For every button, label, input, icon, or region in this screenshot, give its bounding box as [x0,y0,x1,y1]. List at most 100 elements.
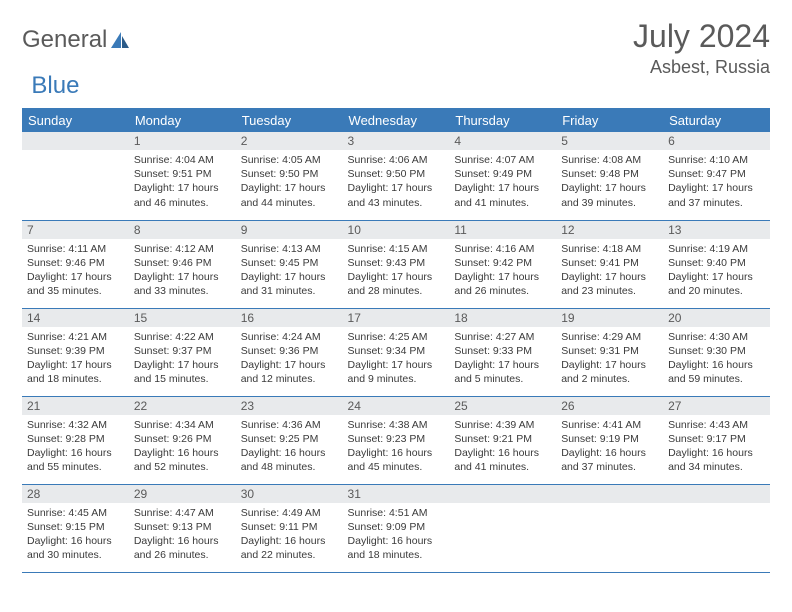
day-number: 19 [556,309,663,327]
brand-sail-icon [109,30,131,50]
day-details: Sunrise: 4:15 AMSunset: 9:43 PMDaylight:… [343,239,450,303]
day-number: 9 [236,221,343,239]
calendar-day-cell [449,484,556,572]
calendar-day-cell: 1Sunrise: 4:04 AMSunset: 9:51 PMDaylight… [129,132,236,220]
calendar-day-cell: 5Sunrise: 4:08 AMSunset: 9:48 PMDaylight… [556,132,663,220]
day-details: Sunrise: 4:11 AMSunset: 9:46 PMDaylight:… [22,239,129,303]
day-details: Sunrise: 4:06 AMSunset: 9:50 PMDaylight:… [343,150,450,214]
title-block: July 2024 Asbest, Russia [633,18,770,78]
day-number: 30 [236,485,343,503]
day-details: Sunrise: 4:47 AMSunset: 9:13 PMDaylight:… [129,503,236,567]
day-number [449,485,556,503]
calendar-week-row: 28Sunrise: 4:45 AMSunset: 9:15 PMDayligh… [22,484,770,572]
day-details: Sunrise: 4:34 AMSunset: 9:26 PMDaylight:… [129,415,236,479]
day-number: 29 [129,485,236,503]
day-details: Sunrise: 4:27 AMSunset: 9:33 PMDaylight:… [449,327,556,391]
day-number: 26 [556,397,663,415]
weekday-header-row: Sunday Monday Tuesday Wednesday Thursday… [22,108,770,132]
day-number: 24 [343,397,450,415]
day-number: 4 [449,132,556,150]
day-number: 21 [22,397,129,415]
brand-part1: General [22,26,107,54]
day-number: 1 [129,132,236,150]
calendar-day-cell: 6Sunrise: 4:10 AMSunset: 9:47 PMDaylight… [663,132,770,220]
day-details: Sunrise: 4:32 AMSunset: 9:28 PMDaylight:… [22,415,129,479]
day-number: 11 [449,221,556,239]
calendar-day-cell: 23Sunrise: 4:36 AMSunset: 9:25 PMDayligh… [236,396,343,484]
day-details: Sunrise: 4:39 AMSunset: 9:21 PMDaylight:… [449,415,556,479]
calendar-day-cell: 21Sunrise: 4:32 AMSunset: 9:28 PMDayligh… [22,396,129,484]
calendar-day-cell: 8Sunrise: 4:12 AMSunset: 9:46 PMDaylight… [129,220,236,308]
day-details: Sunrise: 4:07 AMSunset: 9:49 PMDaylight:… [449,150,556,214]
weekday-header: Saturday [663,108,770,132]
calendar-day-cell: 12Sunrise: 4:18 AMSunset: 9:41 PMDayligh… [556,220,663,308]
calendar-day-cell: 4Sunrise: 4:07 AMSunset: 9:49 PMDaylight… [449,132,556,220]
day-number: 23 [236,397,343,415]
weekday-header: Friday [556,108,663,132]
calendar-day-cell: 15Sunrise: 4:22 AMSunset: 9:37 PMDayligh… [129,308,236,396]
day-number: 31 [343,485,450,503]
day-details: Sunrise: 4:41 AMSunset: 9:19 PMDaylight:… [556,415,663,479]
day-number: 3 [343,132,450,150]
calendar-day-cell: 9Sunrise: 4:13 AMSunset: 9:45 PMDaylight… [236,220,343,308]
calendar-day-cell: 26Sunrise: 4:41 AMSunset: 9:19 PMDayligh… [556,396,663,484]
day-details: Sunrise: 4:10 AMSunset: 9:47 PMDaylight:… [663,150,770,214]
month-title: July 2024 [633,18,770,55]
calendar-day-cell: 27Sunrise: 4:43 AMSunset: 9:17 PMDayligh… [663,396,770,484]
day-number [663,485,770,503]
calendar-day-cell: 24Sunrise: 4:38 AMSunset: 9:23 PMDayligh… [343,396,450,484]
day-details: Sunrise: 4:21 AMSunset: 9:39 PMDaylight:… [22,327,129,391]
brand-logo: General [22,18,133,54]
day-number: 27 [663,397,770,415]
calendar-day-cell: 20Sunrise: 4:30 AMSunset: 9:30 PMDayligh… [663,308,770,396]
calendar-day-cell [556,484,663,572]
day-details: Sunrise: 4:36 AMSunset: 9:25 PMDaylight:… [236,415,343,479]
calendar-day-cell: 31Sunrise: 4:51 AMSunset: 9:09 PMDayligh… [343,484,450,572]
day-details: Sunrise: 4:51 AMSunset: 9:09 PMDaylight:… [343,503,450,567]
calendar-day-cell: 11Sunrise: 4:16 AMSunset: 9:42 PMDayligh… [449,220,556,308]
day-details: Sunrise: 4:13 AMSunset: 9:45 PMDaylight:… [236,239,343,303]
brand-part2: Blue [31,72,79,100]
day-details: Sunrise: 4:19 AMSunset: 9:40 PMDaylight:… [663,239,770,303]
day-number: 16 [236,309,343,327]
weekday-header: Sunday [22,108,129,132]
calendar-week-row: 21Sunrise: 4:32 AMSunset: 9:28 PMDayligh… [22,396,770,484]
day-details: Sunrise: 4:24 AMSunset: 9:36 PMDaylight:… [236,327,343,391]
calendar-day-cell: 2Sunrise: 4:05 AMSunset: 9:50 PMDaylight… [236,132,343,220]
day-number: 12 [556,221,663,239]
day-details: Sunrise: 4:43 AMSunset: 9:17 PMDaylight:… [663,415,770,479]
day-number: 13 [663,221,770,239]
day-number: 7 [22,221,129,239]
day-number: 18 [449,309,556,327]
calendar-day-cell: 22Sunrise: 4:34 AMSunset: 9:26 PMDayligh… [129,396,236,484]
day-number: 20 [663,309,770,327]
calendar-day-cell: 29Sunrise: 4:47 AMSunset: 9:13 PMDayligh… [129,484,236,572]
calendar-day-cell [663,484,770,572]
day-details: Sunrise: 4:04 AMSunset: 9:51 PMDaylight:… [129,150,236,214]
day-details: Sunrise: 4:22 AMSunset: 9:37 PMDaylight:… [129,327,236,391]
day-details: Sunrise: 4:12 AMSunset: 9:46 PMDaylight:… [129,239,236,303]
day-details: Sunrise: 4:30 AMSunset: 9:30 PMDaylight:… [663,327,770,391]
day-number: 8 [129,221,236,239]
day-details: Sunrise: 4:08 AMSunset: 9:48 PMDaylight:… [556,150,663,214]
day-number [556,485,663,503]
calendar-day-cell: 14Sunrise: 4:21 AMSunset: 9:39 PMDayligh… [22,308,129,396]
day-details: Sunrise: 4:18 AMSunset: 9:41 PMDaylight:… [556,239,663,303]
calendar-week-row: 14Sunrise: 4:21 AMSunset: 9:39 PMDayligh… [22,308,770,396]
location-label: Asbest, Russia [633,57,770,78]
day-number: 28 [22,485,129,503]
day-number: 14 [22,309,129,327]
day-details: Sunrise: 4:49 AMSunset: 9:11 PMDaylight:… [236,503,343,567]
day-details: Sunrise: 4:45 AMSunset: 9:15 PMDaylight:… [22,503,129,567]
calendar-day-cell: 13Sunrise: 4:19 AMSunset: 9:40 PMDayligh… [663,220,770,308]
day-number: 5 [556,132,663,150]
calendar-day-cell: 30Sunrise: 4:49 AMSunset: 9:11 PMDayligh… [236,484,343,572]
calendar-day-cell: 16Sunrise: 4:24 AMSunset: 9:36 PMDayligh… [236,308,343,396]
day-details: Sunrise: 4:25 AMSunset: 9:34 PMDaylight:… [343,327,450,391]
calendar-day-cell: 18Sunrise: 4:27 AMSunset: 9:33 PMDayligh… [449,308,556,396]
calendar-day-cell: 7Sunrise: 4:11 AMSunset: 9:46 PMDaylight… [22,220,129,308]
weekday-header: Tuesday [236,108,343,132]
weekday-header: Thursday [449,108,556,132]
calendar-day-cell: 17Sunrise: 4:25 AMSunset: 9:34 PMDayligh… [343,308,450,396]
calendar-week-row: 7Sunrise: 4:11 AMSunset: 9:46 PMDaylight… [22,220,770,308]
